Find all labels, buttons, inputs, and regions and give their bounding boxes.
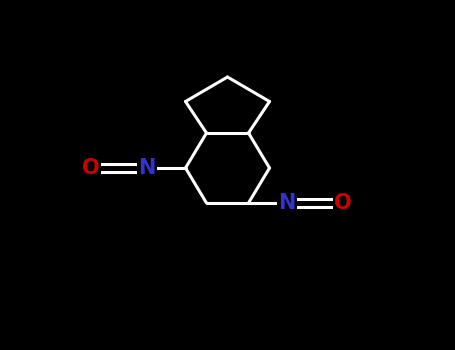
Text: N: N <box>278 193 296 213</box>
Text: O: O <box>82 158 100 178</box>
Text: N: N <box>138 158 156 178</box>
Text: O: O <box>334 193 352 213</box>
